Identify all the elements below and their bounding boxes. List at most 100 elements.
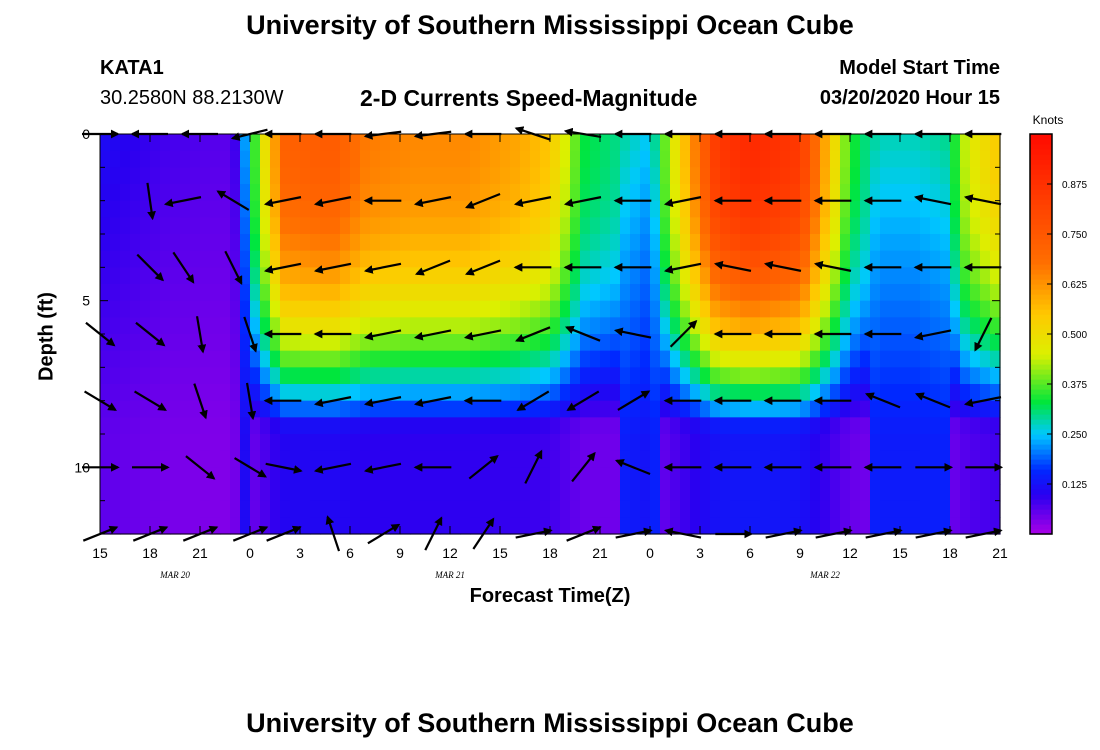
heatmap-cell xyxy=(460,517,471,535)
heatmap-cell xyxy=(430,250,441,268)
heatmap-cell xyxy=(880,234,891,252)
current-vector xyxy=(195,316,207,354)
heatmap-cell xyxy=(920,150,931,168)
heatmap-cell xyxy=(520,517,531,535)
heatmap-cell xyxy=(640,167,651,185)
heatmap-cell xyxy=(180,367,191,385)
heatmap-cell xyxy=(300,484,311,502)
heatmap-cell xyxy=(500,284,511,302)
heatmap-cell xyxy=(130,284,141,302)
heatmap-cell xyxy=(460,434,471,452)
heatmap-cell xyxy=(290,417,301,435)
colorbar-swatch xyxy=(1030,509,1052,515)
heatmap-cell xyxy=(350,267,361,285)
colorbar-swatch xyxy=(1030,484,1052,490)
heatmap-cell xyxy=(560,484,571,502)
heatmap-cell xyxy=(690,417,701,435)
heatmap-cell xyxy=(870,250,881,268)
heatmap-cell xyxy=(630,134,641,152)
heatmap-cell xyxy=(930,234,941,252)
heatmap-cell xyxy=(860,300,871,318)
colorbar-swatch xyxy=(1030,154,1052,160)
heatmap-cell xyxy=(480,167,491,185)
heatmap-cell xyxy=(620,384,631,402)
heatmap-cell xyxy=(580,234,591,252)
heatmap-cell xyxy=(440,467,451,485)
heatmap-cell xyxy=(800,250,811,268)
heatmap-cell xyxy=(480,367,491,385)
heatmap-cell xyxy=(650,334,661,352)
heatmap-cell xyxy=(800,450,811,468)
heatmap-cell xyxy=(820,267,831,285)
heatmap-cell xyxy=(320,200,331,218)
heatmap-cell xyxy=(410,267,421,285)
heatmap-cell xyxy=(470,234,481,252)
heatmap-cell xyxy=(560,334,571,352)
heatmap-cell xyxy=(300,217,311,235)
heatmap-cell xyxy=(640,250,651,268)
heatmap-cell xyxy=(620,517,631,535)
heatmap-cell xyxy=(860,234,871,252)
heatmap-cell xyxy=(410,417,421,435)
heatmap-cell xyxy=(320,234,331,252)
heatmap-cell xyxy=(700,184,711,202)
heatmap-cell xyxy=(350,250,361,268)
heatmap-cell xyxy=(370,267,381,285)
x-tick-label: 18 xyxy=(942,545,958,561)
heatmap-cell xyxy=(220,167,231,185)
heatmap-cell xyxy=(830,150,841,168)
heatmap-cell xyxy=(530,300,541,318)
heatmap-cell xyxy=(130,367,141,385)
heatmap-cell xyxy=(570,267,581,285)
heatmap-cell xyxy=(170,384,181,402)
heatmap-cell xyxy=(320,417,331,435)
heatmap-cell xyxy=(340,484,351,502)
heatmap-cell xyxy=(900,267,911,285)
heatmap-cell xyxy=(950,167,961,185)
heatmap-cell xyxy=(120,434,131,452)
heatmap-cell xyxy=(380,500,391,518)
heatmap-cell xyxy=(860,167,871,185)
heatmap-cell xyxy=(250,300,261,318)
heatmap-cell xyxy=(180,434,191,452)
current-vector xyxy=(563,196,602,208)
heatmap-cell xyxy=(730,300,741,318)
heatmap-cell xyxy=(350,134,361,152)
heatmap-cell xyxy=(330,400,341,418)
heatmap-cell xyxy=(200,250,211,268)
heatmap-cell xyxy=(270,450,281,468)
heatmap-cell xyxy=(370,450,381,468)
heatmap-cell xyxy=(310,400,321,418)
heatmap-cell xyxy=(790,150,801,168)
heatmap-cell xyxy=(730,334,741,352)
colorbar-swatch xyxy=(1030,414,1052,420)
heatmap-cell xyxy=(600,450,611,468)
heatmap-cell xyxy=(270,400,281,418)
heatmap-cell xyxy=(490,134,501,152)
heatmap-cell xyxy=(220,434,231,452)
heatmap-cell xyxy=(490,317,501,335)
heatmap-cell xyxy=(890,350,901,368)
heatmap-cell xyxy=(920,467,931,485)
heatmap-cell xyxy=(790,234,801,252)
heatmap-cell xyxy=(350,517,361,535)
heatmap-cell xyxy=(900,517,911,535)
heatmap-cell xyxy=(970,400,981,418)
heatmap-cell xyxy=(200,134,211,152)
heatmap-cell xyxy=(650,234,661,252)
heatmap-cell xyxy=(500,367,511,385)
heatmap-cell xyxy=(630,367,641,385)
heatmap-cell xyxy=(770,467,781,485)
heatmap-cell xyxy=(290,184,301,202)
heatmap-cell xyxy=(340,450,351,468)
heatmap-cell xyxy=(340,434,351,452)
heatmap-cell xyxy=(830,350,841,368)
heatmap-cell xyxy=(160,167,171,185)
heatmap-cell xyxy=(860,417,871,435)
heatmap-cell xyxy=(190,234,201,252)
heatmap-cell xyxy=(940,234,951,252)
heatmap-cell xyxy=(500,434,511,452)
heatmap-cell xyxy=(540,467,551,485)
heatmap-cell xyxy=(530,150,541,168)
heatmap-cell xyxy=(620,400,631,418)
